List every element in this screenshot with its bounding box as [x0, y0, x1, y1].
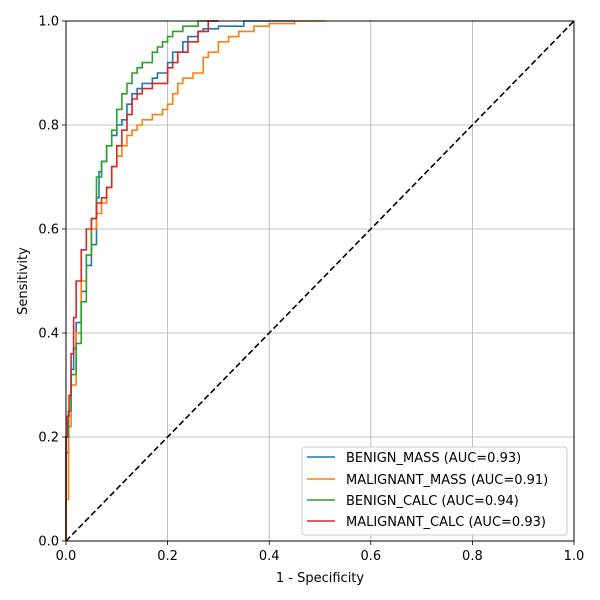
series-group [65, 20, 326, 541]
y-tick-label: 0.8 [38, 119, 59, 134]
y-tick-label: 0.6 [38, 223, 59, 238]
series-line-benign-calc [65, 20, 219, 541]
legend-label-benign-calc: BENIGN_CALC (AUC=0.94) [346, 494, 519, 509]
y-tick-label: 1.0 [38, 15, 59, 30]
series-line-benign-mass [65, 20, 295, 541]
y-tick-label: 0.0 [38, 535, 59, 550]
grid [65, 20, 575, 542]
x-axis-label: 1 - Specificity [276, 571, 365, 586]
axis-ticks: 0.0 0.2 0.4 0.6 0.8 1.0 0.0 0.2 0.4 0.6 0.8 1.0 [38, 15, 584, 565]
legend-label-malignant-mass: MALIGNANT_MASS (AUC=0.91) [346, 473, 548, 488]
x-tick-label: 0.2 [157, 549, 178, 564]
y-axis-label: Sensitivity [16, 247, 31, 315]
legend-label-malignant-calc: MALIGNANT_CALC (AUC=0.93) [346, 515, 546, 530]
y-tick-label: 0.2 [38, 431, 59, 446]
reference-diagonal [65, 20, 575, 542]
series-line-malignant-calc [65, 20, 219, 541]
legend: BENIGN_MASS (AUC=0.93) MALIGNANT_MASS (A… [301, 446, 568, 536]
legend-box [301, 446, 568, 536]
reference-diagonal-group [65, 20, 575, 542]
y-tick-label: 0.4 [38, 327, 59, 342]
x-tick-label: 0.8 [462, 549, 483, 564]
plot-frame [65, 20, 575, 542]
x-tick-label: 0.6 [360, 549, 381, 564]
x-tick-label: 0.0 [56, 549, 77, 564]
legend-label-benign-mass: BENIGN_MASS (AUC=0.93) [346, 451, 521, 466]
x-tick-label: 0.4 [259, 549, 280, 564]
x-tick-label: 1.0 [564, 549, 585, 564]
